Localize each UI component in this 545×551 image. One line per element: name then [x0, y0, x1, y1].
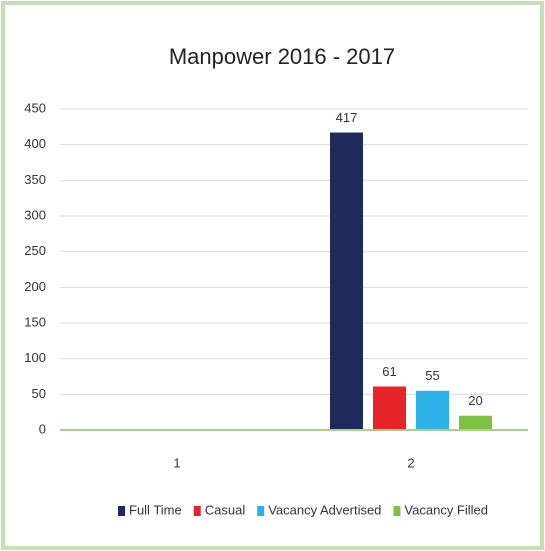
y-tick-label: 150 [24, 314, 46, 329]
y-tick-label: 350 [24, 172, 46, 187]
y-tick-label: 200 [24, 279, 46, 294]
legend-swatch [118, 506, 125, 516]
data-label: 417 [336, 110, 358, 125]
chart-title: Manpower 2016 - 2017 [169, 44, 395, 69]
legend-label: Vacancy Filled [404, 502, 488, 517]
data-label: 20 [468, 393, 482, 408]
y-tick-label: 100 [24, 350, 46, 365]
x-tick-label: 2 [407, 455, 414, 470]
data-label: 55 [425, 368, 439, 383]
y-tick-label: 400 [24, 136, 46, 151]
legend-swatch [393, 506, 401, 516]
y-tick-label: 50 [32, 386, 46, 401]
legend-swatch [257, 506, 265, 516]
legend-label: Casual [205, 502, 246, 517]
bar [330, 132, 363, 431]
bar [373, 386, 406, 430]
y-tick-label: 300 [24, 207, 46, 222]
data-label: 61 [382, 364, 396, 379]
y-tick-label: 450 [24, 100, 46, 115]
bar [459, 415, 492, 430]
bar [416, 390, 449, 430]
x-tick-label: 1 [173, 455, 180, 470]
y-tick-label: 0 [39, 421, 46, 436]
y-tick-label: 250 [24, 243, 46, 258]
legend-label: Full Time [129, 502, 182, 517]
legend-swatch [193, 506, 201, 516]
legend-label: Vacancy Advertised [268, 502, 381, 517]
